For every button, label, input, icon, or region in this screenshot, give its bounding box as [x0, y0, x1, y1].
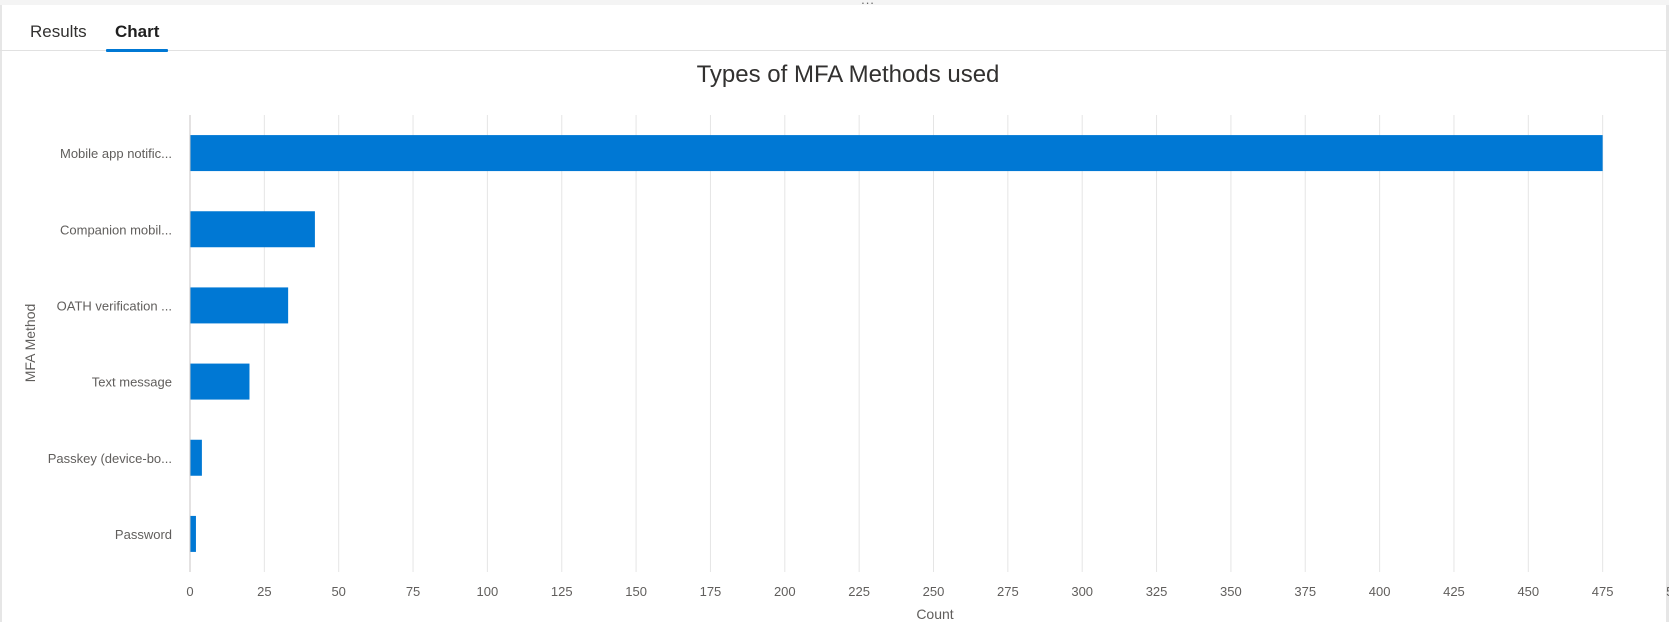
x-tick-label: 200 [774, 584, 796, 599]
x-tick-label: 0 [186, 584, 193, 599]
tab-results[interactable]: Results [30, 22, 87, 41]
y-tick-label: OATH verification ... [57, 298, 172, 313]
x-tick-label: 325 [1146, 584, 1168, 599]
x-tick-label: 125 [551, 584, 573, 599]
x-tick-label: 100 [477, 584, 499, 599]
x-tick-label: 500 [1666, 584, 1669, 599]
grid-lines [263, 115, 1604, 572]
bar[interactable] [190, 515, 196, 552]
x-tick-label: 475 [1592, 584, 1614, 599]
y-tick-labels: Mobile app notific... Companion mobil... O… [48, 146, 172, 542]
x-axis-title: Count [916, 606, 953, 622]
tab-bar: Results Chart [0, 5, 1669, 52]
x-tick-labels: 0 25 50 75 100 125 150 175 200 225 250 275 300 325 350… [186, 584, 1669, 599]
left-border [0, 5, 2, 622]
x-tick-label: 375 [1294, 584, 1316, 599]
y-tick-label: Password [115, 527, 172, 542]
right-border [1666, 5, 1669, 622]
x-tick-label: 250 [923, 584, 945, 599]
y-tick-label: Companion mobil... [60, 222, 172, 237]
x-tick-label: 450 [1517, 584, 1539, 599]
y-tick-label: Text message [92, 375, 172, 390]
x-tick-label: 75 [406, 584, 420, 599]
x-tick-label: 175 [700, 584, 722, 599]
bar[interactable] [190, 363, 250, 400]
chart-title: Types of MFA Methods used [697, 61, 1000, 88]
x-tick-label: 275 [997, 584, 1019, 599]
x-tick-label: 225 [848, 584, 870, 599]
bar[interactable] [190, 439, 202, 476]
y-tick-label: Mobile app notific... [60, 146, 172, 161]
x-tick-label: 25 [257, 584, 271, 599]
x-tick-label: 50 [331, 584, 345, 599]
bars [190, 135, 1603, 552]
x-tick-label: 425 [1443, 584, 1465, 599]
bar[interactable] [190, 211, 315, 248]
resize-grip-icon[interactable]: ... [858, 0, 878, 6]
x-tick-label: 150 [625, 584, 647, 599]
y-tick-label: Passkey (device-bo... [48, 451, 172, 466]
x-tick-label: 400 [1369, 584, 1391, 599]
x-tick-label: 300 [1071, 584, 1093, 599]
tab-chart[interactable]: Chart [115, 22, 160, 41]
bar[interactable] [190, 287, 289, 324]
top-strip [0, 0, 1669, 5]
bar[interactable] [190, 135, 1603, 172]
active-tab-indicator [106, 49, 168, 52]
y-axis-title: MFA Method [22, 304, 38, 383]
x-tick-label: 350 [1220, 584, 1242, 599]
